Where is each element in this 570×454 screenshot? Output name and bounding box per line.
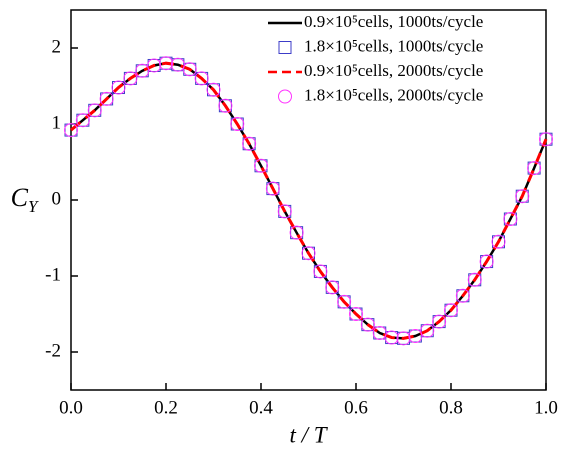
circle-marker — [159, 56, 173, 71]
circle-marker — [147, 58, 162, 73]
circle-marker — [265, 181, 280, 196]
circle-marker — [503, 212, 518, 226]
circle-marker — [313, 264, 328, 279]
circle-marker — [182, 62, 197, 77]
circle-marker — [230, 117, 245, 131]
circle-marker — [491, 234, 506, 249]
legend-label: 1.8×10⁵cells, 2000ts/cycle — [304, 85, 483, 104]
legend-label: 0.9×10⁵cells, 1000ts/cycle — [304, 12, 483, 31]
x-tick-label: 0.2 — [154, 397, 178, 418]
circle-marker — [99, 91, 114, 106]
circle-marker — [337, 294, 352, 309]
y-axis-label: CY — [11, 183, 39, 216]
circle-marker — [479, 254, 494, 269]
circle-marker — [349, 307, 363, 321]
circle-marker — [289, 225, 304, 240]
circle-marker — [278, 89, 292, 104]
circle-marker — [87, 103, 102, 118]
circle-marker — [515, 189, 530, 204]
circle-marker — [75, 113, 90, 128]
circle-marker — [527, 161, 542, 176]
circle-marker — [64, 123, 78, 138]
circle-marker — [408, 329, 423, 344]
circle-marker — [444, 303, 458, 318]
circle-marker — [539, 132, 553, 147]
circle-marker — [242, 136, 257, 151]
legend-label: 0.9×10⁵cells, 2000ts/cycle — [304, 61, 483, 80]
circle-marker — [396, 331, 411, 346]
x-axis-label: t / T — [289, 422, 328, 447]
x-tick-label: 0.6 — [344, 397, 368, 418]
x-tick-label: 0.0 — [59, 397, 83, 418]
series-line — [70, 61, 548, 340]
y-tick-label: 1 — [52, 112, 62, 133]
x-tick-label: 0.4 — [249, 397, 273, 418]
circle-marker — [467, 272, 482, 287]
circle-marker — [360, 317, 375, 332]
circle-marker — [123, 71, 138, 86]
circle-marker — [194, 71, 209, 86]
circle-marker — [254, 158, 268, 173]
y-tick-label: 2 — [52, 36, 62, 57]
circle-marker — [135, 63, 150, 78]
circle-marker — [301, 246, 316, 261]
square-marker — [278, 41, 292, 54]
circle-marker — [218, 98, 233, 113]
circle-marker — [206, 82, 221, 97]
circle-marker — [384, 330, 399, 345]
series-line — [70, 61, 548, 340]
circle-marker — [420, 323, 435, 338]
legend-label: 1.8×10⁵cells, 1000ts/cycle — [304, 36, 483, 55]
y-tick-label: -1 — [45, 264, 61, 285]
circle-marker — [325, 280, 340, 295]
y-tick-label: -2 — [45, 340, 61, 361]
circle-marker — [111, 80, 126, 95]
circle-marker — [277, 204, 292, 219]
circle-marker — [455, 288, 470, 303]
x-tick-label: 0.8 — [439, 397, 463, 418]
circle-marker — [170, 57, 185, 72]
x-tick-label: 1.0 — [534, 397, 558, 418]
circle-marker — [372, 326, 387, 340]
circle-marker — [432, 314, 447, 329]
y-tick-label: 0 — [52, 188, 62, 209]
